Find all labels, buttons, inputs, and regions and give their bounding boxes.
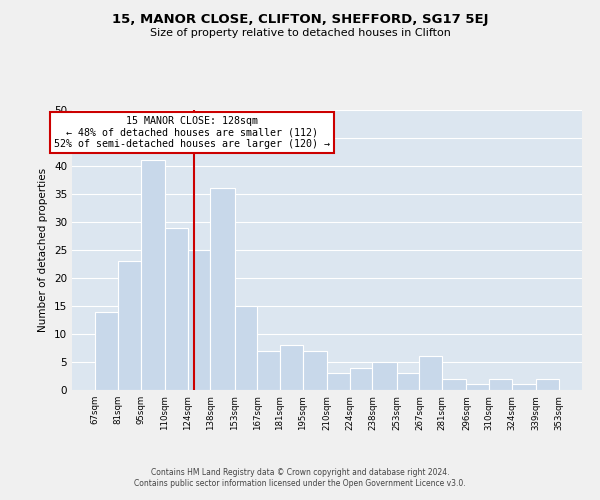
Bar	[373, 362, 397, 390]
Bar	[302, 351, 327, 390]
Bar	[397, 373, 419, 390]
Bar	[327, 373, 350, 390]
Bar	[188, 250, 210, 390]
Bar	[536, 379, 559, 390]
Bar	[235, 306, 257, 390]
Bar	[257, 351, 280, 390]
Bar	[165, 228, 188, 390]
Bar	[419, 356, 442, 390]
Text: Size of property relative to detached houses in Clifton: Size of property relative to detached ho…	[149, 28, 451, 38]
Bar	[140, 160, 165, 390]
Bar	[350, 368, 373, 390]
Text: Contains HM Land Registry data © Crown copyright and database right 2024.
Contai: Contains HM Land Registry data © Crown c…	[134, 468, 466, 487]
Y-axis label: Number of detached properties: Number of detached properties	[38, 168, 49, 332]
Text: 15 MANOR CLOSE: 128sqm
← 48% of detached houses are smaller (112)
52% of semi-de: 15 MANOR CLOSE: 128sqm ← 48% of detached…	[54, 116, 330, 149]
Text: 15, MANOR CLOSE, CLIFTON, SHEFFORD, SG17 5EJ: 15, MANOR CLOSE, CLIFTON, SHEFFORD, SG17…	[112, 12, 488, 26]
Bar	[442, 379, 466, 390]
Bar	[95, 312, 118, 390]
Bar	[280, 345, 302, 390]
Bar	[118, 261, 140, 390]
Bar	[210, 188, 235, 390]
Bar	[512, 384, 536, 390]
Bar	[489, 379, 512, 390]
Bar	[466, 384, 489, 390]
